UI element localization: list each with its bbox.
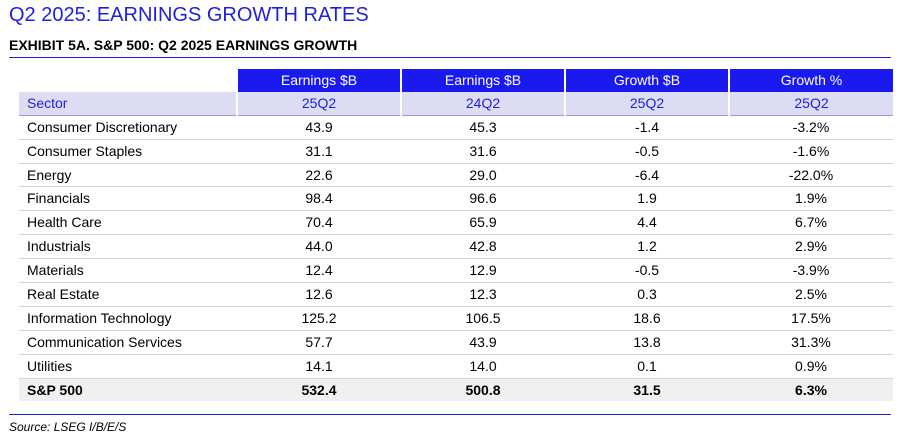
value-cell: 31.3% [729, 330, 893, 355]
total-cell: 532.4 [237, 377, 401, 402]
value-cell: 0.9% [729, 354, 893, 379]
header-blank-cell [19, 69, 237, 92]
column-header: Earnings $B [400, 69, 565, 92]
value-cell: 29.0 [401, 163, 565, 188]
value-cell: 2.5% [729, 282, 893, 307]
sector-name: Real Estate [19, 282, 237, 307]
sector-name: Consumer Staples [19, 139, 237, 164]
value-cell: 12.4 [237, 258, 401, 284]
value-cell: -22.0% [729, 163, 893, 188]
table-row: Information Technology 125.2 106.5 18.6 17.5… [19, 306, 893, 331]
sector-name: Utilities [19, 354, 237, 379]
value-cell: 12.3 [401, 282, 565, 307]
period-label: 25Q2 [564, 91, 729, 116]
value-cell: 43.9 [237, 115, 401, 140]
value-cell: 1.2 [565, 234, 729, 260]
total-cell: 6.3% [729, 377, 893, 402]
total-cell: 31.5 [565, 377, 729, 402]
page-title: Q2 2025: EARNINGS GROWTH RATES [9, 4, 369, 26]
value-cell: 17.5% [729, 306, 893, 331]
value-cell: 0.1 [565, 354, 729, 379]
value-cell: -3.9% [729, 258, 893, 284]
sector-name: Information Technology [19, 306, 237, 331]
sector-name: Health Care [19, 210, 237, 236]
value-cell: 13.8 [565, 330, 729, 355]
value-cell: 12.6 [237, 282, 401, 307]
table-row: Materials 12.4 12.9 -0.5 -3.9% [19, 258, 893, 284]
column-header: Growth $B [564, 69, 729, 92]
period-label: 25Q2 [728, 91, 893, 116]
value-cell: 65.9 [401, 210, 565, 236]
table-row: Energy 22.6 29.0 -6.4 -22.0% [19, 163, 893, 188]
value-cell: 98.4 [237, 186, 401, 212]
value-cell: 45.3 [401, 115, 565, 140]
value-cell: -0.5 [565, 258, 729, 284]
value-cell: 96.6 [401, 186, 565, 212]
total-row: S&P 500 532.4 500.8 31.5 6.3% [19, 377, 893, 402]
value-cell: -1.4 [565, 115, 729, 140]
value-cell: 4.4 [565, 210, 729, 236]
value-cell: 1.9 [565, 186, 729, 212]
divider-top [9, 57, 891, 58]
value-cell: 42.8 [401, 234, 565, 260]
value-cell: 1.9% [729, 186, 893, 212]
value-cell: 14.1 [237, 354, 401, 379]
value-cell: 31.1 [237, 139, 401, 164]
column-header: Earnings $B [236, 69, 401, 92]
table-row: Financials 98.4 96.6 1.9 1.9% [19, 186, 893, 212]
value-cell: 125.2 [237, 306, 401, 331]
value-cell: -3.2% [729, 115, 893, 140]
value-cell: -1.6% [729, 139, 893, 164]
value-cell: 70.4 [237, 210, 401, 236]
value-cell: -6.4 [565, 163, 729, 188]
table-row: Health Care 70.4 65.9 4.4 6.7% [19, 210, 893, 236]
value-cell: 14.0 [401, 354, 565, 379]
table-row: Consumer Staples 31.1 31.6 -0.5 -1.6% [19, 139, 893, 164]
period-label: 24Q2 [400, 91, 565, 116]
total-label: S&P 500 [19, 377, 237, 402]
value-cell: -0.5 [565, 139, 729, 164]
value-cell: 106.5 [401, 306, 565, 331]
value-cell: 6.7% [729, 210, 893, 236]
table-row: Consumer Discretionary 43.9 45.3 -1.4 -3.2% [19, 115, 893, 140]
table-row: Real Estate 12.6 12.3 0.3 2.5% [19, 282, 893, 307]
period-header-row: Sector 25Q2 24Q2 25Q2 25Q2 [19, 91, 893, 116]
table-row: Communication Services 57.7 43.9 13.8 31.3% [19, 330, 893, 355]
source-note: Source: LSEG I/B/E/S [9, 420, 127, 434]
value-cell: 0.3 [565, 282, 729, 307]
value-cell: 2.9% [729, 234, 893, 260]
sector-name: Communication Services [19, 330, 237, 355]
value-cell: 57.7 [237, 330, 401, 355]
value-cell: 12.9 [401, 258, 565, 284]
table-row: Industrials 44.0 42.8 1.2 2.9% [19, 234, 893, 260]
earnings-growth-table: Earnings $B Earnings $B Growth $B Growth… [19, 69, 893, 402]
value-cell: 44.0 [237, 234, 401, 260]
exhibit-subtitle: EXHIBIT 5A. S&P 500: Q2 2025 EARNINGS GR… [9, 37, 358, 53]
value-cell: 22.6 [237, 163, 401, 188]
column-header: Growth % [728, 69, 893, 92]
divider-bottom [9, 414, 891, 415]
table-row: Utilities 14.1 14.0 0.1 0.9% [19, 354, 893, 379]
sector-name: Materials [19, 258, 237, 284]
value-cell: 18.6 [565, 306, 729, 331]
sector-name: Consumer Discretionary [19, 115, 237, 140]
sector-name: Industrials [19, 234, 237, 260]
sector-column-label: Sector [19, 91, 237, 116]
period-label: 25Q2 [236, 91, 401, 116]
table-header-row: Earnings $B Earnings $B Growth $B Growth… [19, 69, 893, 92]
total-cell: 500.8 [401, 377, 565, 402]
sector-name: Energy [19, 163, 237, 188]
value-cell: 43.9 [401, 330, 565, 355]
sector-name: Financials [19, 186, 237, 212]
value-cell: 31.6 [401, 139, 565, 164]
